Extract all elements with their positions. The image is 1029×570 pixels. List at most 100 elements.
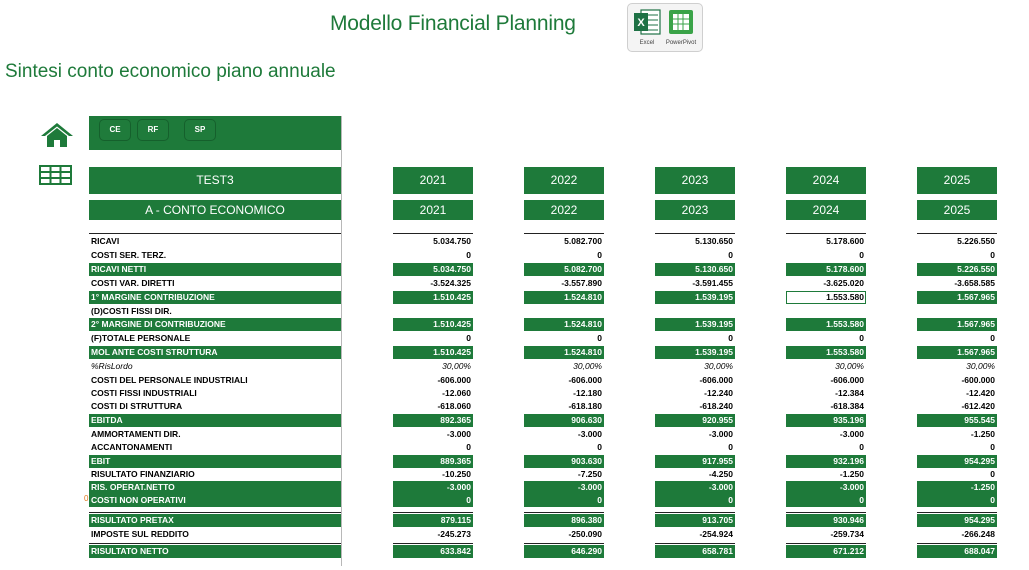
table-cell[interactable]: 1.524.810: [524, 346, 604, 359]
table-cell[interactable]: -12.060: [442, 388, 471, 398]
table-cell[interactable]: -1.250: [917, 481, 997, 494]
table-cell[interactable]: -3.524.325: [430, 278, 471, 288]
table-cell[interactable]: 1.567.965: [917, 346, 997, 359]
table-cell[interactable]: 0: [990, 333, 995, 343]
table-cell[interactable]: 0: [393, 494, 473, 507]
table-cell[interactable]: -250.090: [568, 529, 602, 539]
table-cell[interactable]: -606.000: [437, 375, 471, 385]
table-cell[interactable]: 646.290: [524, 545, 604, 558]
table-cell[interactable]: -606.000: [568, 375, 602, 385]
table-cell[interactable]: 0: [990, 469, 995, 479]
table-cell[interactable]: 879.115: [393, 514, 473, 527]
table-cell[interactable]: 0: [859, 333, 864, 343]
table-cell[interactable]: 1.567.965: [917, 291, 997, 304]
table-cell[interactable]: 0: [728, 250, 733, 260]
table-cell[interactable]: -618.180: [568, 401, 602, 411]
table-cell[interactable]: 1.539.195: [655, 346, 735, 359]
table-cell[interactable]: 30,00%: [966, 361, 995, 371]
table-cell[interactable]: 932.196: [786, 455, 866, 468]
table-cell[interactable]: 0: [655, 494, 735, 507]
table-cell[interactable]: 1.553.580: [786, 346, 866, 359]
table-cell[interactable]: 30,00%: [573, 361, 602, 371]
table-cell[interactable]: -600.000: [961, 375, 995, 385]
table-cell[interactable]: 889.365: [393, 455, 473, 468]
table-cell[interactable]: 1.510.425: [393, 318, 473, 331]
table-cell[interactable]: 955.545: [917, 414, 997, 427]
table-cell[interactable]: 5.130.650: [695, 236, 733, 246]
table-cell[interactable]: -606.000: [830, 375, 864, 385]
table-cell[interactable]: 0: [917, 494, 997, 507]
table-cell[interactable]: -3.000: [655, 481, 735, 494]
table-cell[interactable]: 896.380: [524, 514, 604, 527]
table-cell[interactable]: 935.196: [786, 414, 866, 427]
table-cell[interactable]: 892.365: [393, 414, 473, 427]
table-cell[interactable]: 917.955: [655, 455, 735, 468]
table-cell[interactable]: -3.000: [786, 481, 866, 494]
table-cell[interactable]: [786, 305, 866, 318]
table-cell[interactable]: 671.212: [786, 545, 866, 558]
table-cell[interactable]: -3.000: [446, 429, 471, 439]
home-icon[interactable]: [39, 122, 75, 148]
table-cell[interactable]: [917, 305, 997, 318]
table-cell[interactable]: 0: [597, 333, 602, 343]
table-cell[interactable]: 1.553.580: [786, 318, 866, 331]
table-cell[interactable]: 920.955: [655, 414, 735, 427]
powerpivot-icon[interactable]: [666, 7, 696, 37]
table-cell[interactable]: 30,00%: [704, 361, 733, 371]
table-cell[interactable]: 5.130.650: [655, 263, 735, 276]
table-cell[interactable]: 5.082.700: [564, 236, 602, 246]
table-cell[interactable]: 1.524.810: [524, 318, 604, 331]
table-cell[interactable]: -3.000: [393, 481, 473, 494]
table-cell[interactable]: 1.539.195: [655, 318, 735, 331]
table-cell[interactable]: 913.705: [655, 514, 735, 527]
table-cell[interactable]: 0: [786, 494, 866, 507]
table-cell[interactable]: -3.625.020: [823, 278, 864, 288]
table-cell[interactable]: -618.240: [699, 401, 733, 411]
table-cell[interactable]: 0: [990, 250, 995, 260]
table-cell[interactable]: -3.000: [577, 429, 602, 439]
table-cell[interactable]: -606.000: [699, 375, 733, 385]
table-cell[interactable]: 930.946: [786, 514, 866, 527]
table-cell[interactable]: 0: [597, 442, 602, 452]
table-icon[interactable]: [39, 165, 72, 185]
table-cell[interactable]: 1.510.425: [393, 346, 473, 359]
table-cell[interactable]: 954.295: [917, 514, 997, 527]
table-cell[interactable]: -245.273: [437, 529, 471, 539]
table-cell[interactable]: -3.000: [708, 429, 733, 439]
table-cell[interactable]: -3.557.890: [561, 278, 602, 288]
table-cell[interactable]: [524, 305, 604, 318]
table-cell[interactable]: 5.178.600: [826, 236, 864, 246]
table-cell[interactable]: -254.924: [699, 529, 733, 539]
table-cell[interactable]: -3.591.455: [692, 278, 733, 288]
sp-button[interactable]: SP: [185, 120, 215, 140]
table-cell[interactable]: 954.295: [917, 455, 997, 468]
table-cell[interactable]: -1.250: [839, 469, 864, 479]
table-cell[interactable]: -618.384: [830, 401, 864, 411]
table-cell[interactable]: 5.226.550: [957, 236, 995, 246]
excel-icon[interactable]: X: [632, 7, 662, 37]
table-cell[interactable]: -266.248: [961, 529, 995, 539]
table-cell[interactable]: 1.510.425: [393, 291, 473, 304]
table-cell[interactable]: -3.000: [524, 481, 604, 494]
table-cell[interactable]: 1.567.965: [917, 318, 997, 331]
table-cell[interactable]: 1.524.810: [524, 291, 604, 304]
table-cell[interactable]: 5.082.700: [524, 263, 604, 276]
table-cell[interactable]: 0: [466, 333, 471, 343]
table-cell[interactable]: -10.250: [442, 469, 471, 479]
table-cell[interactable]: 903.630: [524, 455, 604, 468]
ce-button[interactable]: CE: [100, 120, 130, 140]
table-cell[interactable]: -1.250: [970, 429, 995, 439]
table-cell[interactable]: 0: [728, 442, 733, 452]
table-cell[interactable]: 0: [466, 442, 471, 452]
table-cell[interactable]: 0: [728, 333, 733, 343]
table-cell[interactable]: 658.781: [655, 545, 735, 558]
table-cell[interactable]: -7.250: [577, 469, 602, 479]
table-cell[interactable]: [655, 305, 735, 318]
table-cell[interactable]: 906.630: [524, 414, 604, 427]
table-cell[interactable]: -12.420: [966, 388, 995, 398]
table-cell[interactable]: -618.060: [437, 401, 471, 411]
table-cell[interactable]: -3.658.585: [954, 278, 995, 288]
table-cell[interactable]: -3.000: [839, 429, 864, 439]
table-cell[interactable]: -612.420: [961, 401, 995, 411]
rf-button[interactable]: RF: [138, 120, 168, 140]
